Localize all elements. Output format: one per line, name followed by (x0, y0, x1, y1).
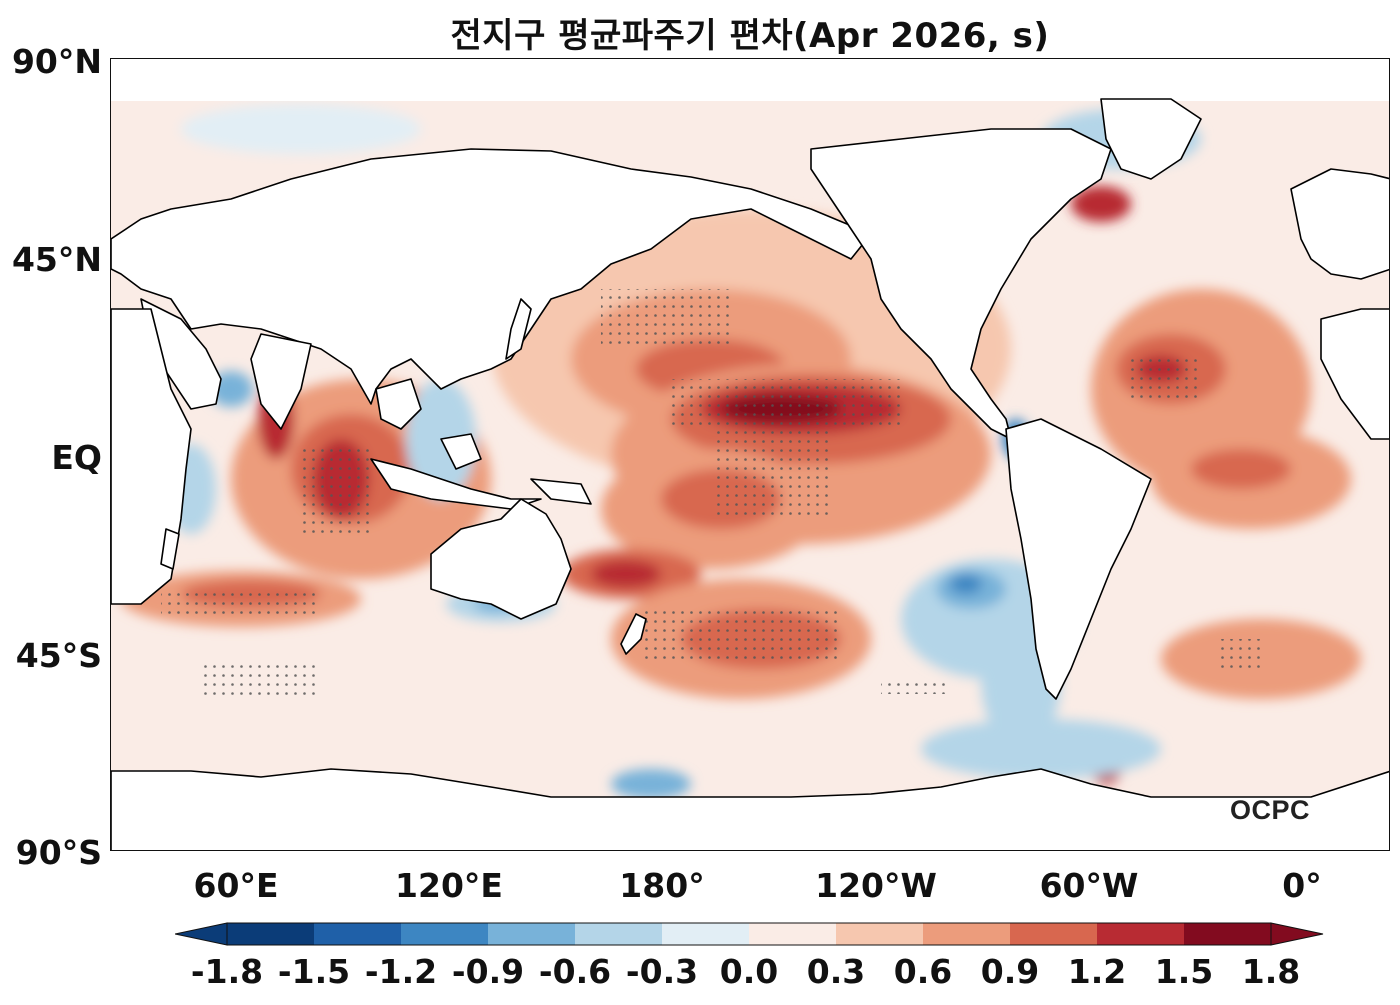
colorbar-segment (836, 923, 923, 945)
continents (111, 98, 1389, 850)
lon-label-60e: 60°E (193, 866, 279, 905)
colorbar-segment (1184, 923, 1271, 945)
land-australia (430, 498, 572, 620)
colorbar-tick-label: 0.9 (980, 952, 1040, 991)
colorbar-tick-label: 0.3 (806, 952, 866, 991)
land-indonesia (370, 458, 542, 510)
colorbar-tick-label: -1.8 (190, 952, 264, 991)
colorbar-segment (575, 923, 662, 945)
colorbar-extend-high (1270, 922, 1324, 946)
colorbar-tick-label: -1.5 (277, 952, 351, 991)
colorbar-segment (227, 923, 314, 945)
patch-tasman-red (591, 560, 661, 588)
colorbar-segment (662, 923, 749, 945)
colorbar-segment (749, 923, 836, 945)
colorbar-tick-label: -0.3 (625, 952, 699, 991)
ocpc-logo: OCPC (1230, 795, 1311, 825)
lat-label-45s: 45°S (15, 636, 102, 675)
colorbar-tick-label: 1.8 (1241, 952, 1301, 991)
colorbar-segment (1097, 923, 1184, 945)
colorbar-tick-label: 1.2 (1067, 952, 1127, 991)
colorbar-extend-low (175, 922, 228, 946)
lat-label-45n: 45°N (11, 240, 102, 279)
lon-label-0: 0° (1282, 866, 1322, 905)
colorbar-tick-label: -0.6 (538, 952, 612, 991)
map-panel (110, 58, 1390, 851)
lat-label-90n: 90°N (11, 42, 102, 81)
colorbar-segment (314, 923, 401, 945)
colorbar-border (226, 922, 1272, 946)
colorbar-segment (488, 923, 575, 945)
colorbar-tick-label: 0.0 (719, 952, 779, 991)
land-south-america (1005, 418, 1152, 700)
patch-labrador (1071, 186, 1131, 222)
land-se-asia (375, 378, 422, 430)
land-india (250, 333, 312, 430)
land-new-zealand (620, 613, 647, 655)
colorbar-segment (1010, 923, 1097, 945)
land-new-guinea (530, 478, 592, 505)
patch-tatl-strong (1191, 449, 1291, 489)
patch-sepac-neg3 (950, 574, 982, 594)
land-greenland (1100, 98, 1202, 180)
land-japan (505, 298, 532, 360)
land-madagascar (160, 528, 180, 570)
lon-label-60w: 60°W (1039, 866, 1139, 905)
patch-ross-neg (611, 769, 691, 799)
lon-label-120w: 120°W (815, 866, 937, 905)
colorbar-tick-label: 0.6 (893, 952, 953, 991)
land-eurasia (111, 148, 872, 405)
stippling (161, 289, 1261, 699)
patch-arctic-neg (181, 104, 421, 154)
colorbar (175, 922, 1324, 946)
arctic-mask (111, 59, 1389, 101)
colorbar-tick-label: 1.5 (1154, 952, 1214, 991)
land-antarctica (111, 768, 1389, 850)
lat-label-eq: EQ (51, 438, 102, 477)
land-africa-west (1320, 308, 1389, 440)
colorbar-segment (923, 923, 1010, 945)
wave-period-anomaly-map (111, 59, 1389, 850)
patch-so-neg (921, 719, 1161, 779)
map-title: 전지구 평균파주기 편차(Apr 2026, s) (450, 16, 1050, 56)
colorbar-segment (401, 923, 488, 945)
land-europe-west (1290, 168, 1389, 280)
lon-label-180: 180° (619, 866, 705, 905)
lat-label-90s: 90°S (15, 833, 102, 872)
colorbar-tick-label: -1.2 (364, 952, 438, 991)
colorbar-tick-label: -0.9 (451, 952, 525, 991)
land-borneo (440, 433, 482, 470)
lon-label-120e: 120°E (395, 866, 503, 905)
